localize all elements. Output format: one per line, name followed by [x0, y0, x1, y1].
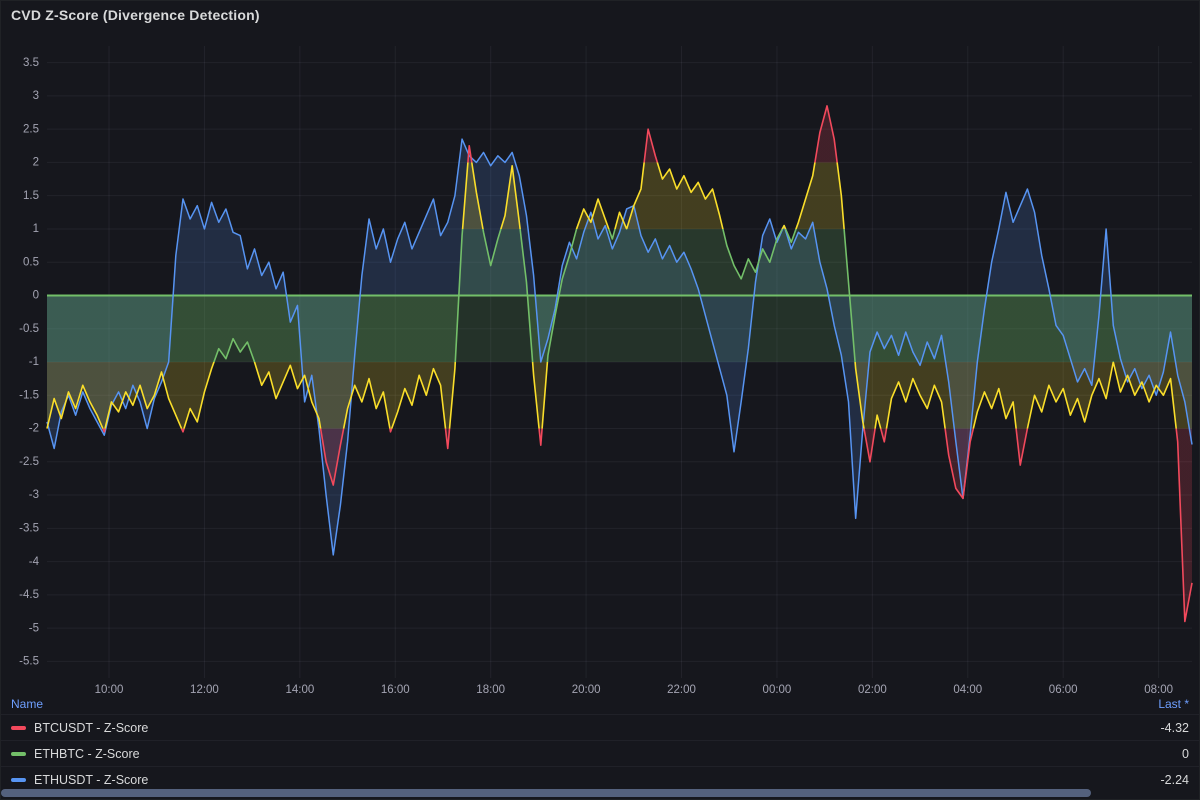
legend-last-value: 0 — [1182, 746, 1189, 761]
legend-series-label: BTCUSDT - Z-Score — [34, 720, 149, 735]
legend-last-value: -4.32 — [1160, 720, 1190, 735]
legend-series-label: ETHUSDT - Z-Score — [34, 772, 149, 787]
legend-table: Name Last * BTCUSDT - Z-Score -4.32 ETHB… — [1, 695, 1199, 792]
legend-series-label: ETHBTC - Z-Score — [34, 746, 140, 761]
legend-row-ethusdt[interactable]: ETHUSDT - Z-Score -2.24 — [1, 766, 1199, 792]
series-color-swatch — [11, 751, 26, 756]
legend-column-last[interactable]: Last * — [1158, 697, 1189, 711]
legend-row-ethbtc[interactable]: ETHBTC - Z-Score 0 — [1, 740, 1199, 766]
legend-last-value: -2.24 — [1160, 772, 1190, 787]
legend-row-btcusdt[interactable]: BTCUSDT - Z-Score -4.32 — [1, 714, 1199, 740]
panel-title[interactable]: CVD Z-Score (Divergence Detection) — [11, 7, 260, 23]
legend-scrollbar[interactable] — [1, 789, 1199, 798]
legend-column-name[interactable]: Name — [11, 697, 44, 711]
series-color-swatch — [11, 725, 26, 730]
scrollbar-thumb[interactable] — [1, 789, 1092, 797]
legend-header: Name Last * — [1, 695, 1199, 714]
timeseries-chart[interactable] — [1, 1, 1199, 701]
series-color-swatch — [11, 777, 26, 782]
